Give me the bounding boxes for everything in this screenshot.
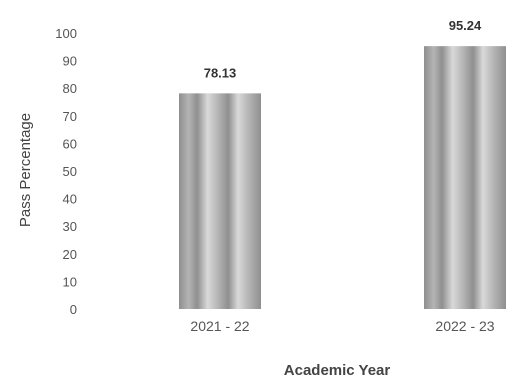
- data-labels-group: 78.13 95.24: [204, 18, 482, 80]
- y-axis: 0 10 20 30 40 50 60 70 80 90 100: [55, 26, 77, 317]
- bar-data-label: 95.24: [449, 18, 482, 33]
- y-tick-label: 60: [63, 136, 77, 151]
- y-tick-label: 80: [63, 81, 77, 96]
- y-tick-label: 50: [63, 164, 77, 179]
- bar-data-label: 78.13: [204, 65, 237, 80]
- y-tick-label: 40: [63, 192, 77, 207]
- bars-group: [179, 46, 506, 309]
- y-tick-label: 20: [63, 247, 77, 262]
- y-tick-label: 100: [55, 26, 77, 41]
- x-tick-label: 2022 - 23: [435, 318, 494, 334]
- x-axis: 2021 - 22 2022 - 23: [190, 318, 494, 334]
- bar: [424, 46, 506, 309]
- x-tick-label: 2021 - 22: [190, 318, 249, 334]
- y-axis-title: Pass Percentage: [17, 113, 34, 227]
- y-tick-label: 90: [63, 54, 77, 69]
- y-tick-label: 30: [63, 219, 77, 234]
- y-tick-label: 0: [70, 302, 77, 317]
- y-tick-label: 70: [63, 109, 77, 124]
- x-axis-title: Academic Year: [284, 362, 391, 379]
- bar: [179, 93, 261, 309]
- y-tick-label: 10: [63, 274, 77, 289]
